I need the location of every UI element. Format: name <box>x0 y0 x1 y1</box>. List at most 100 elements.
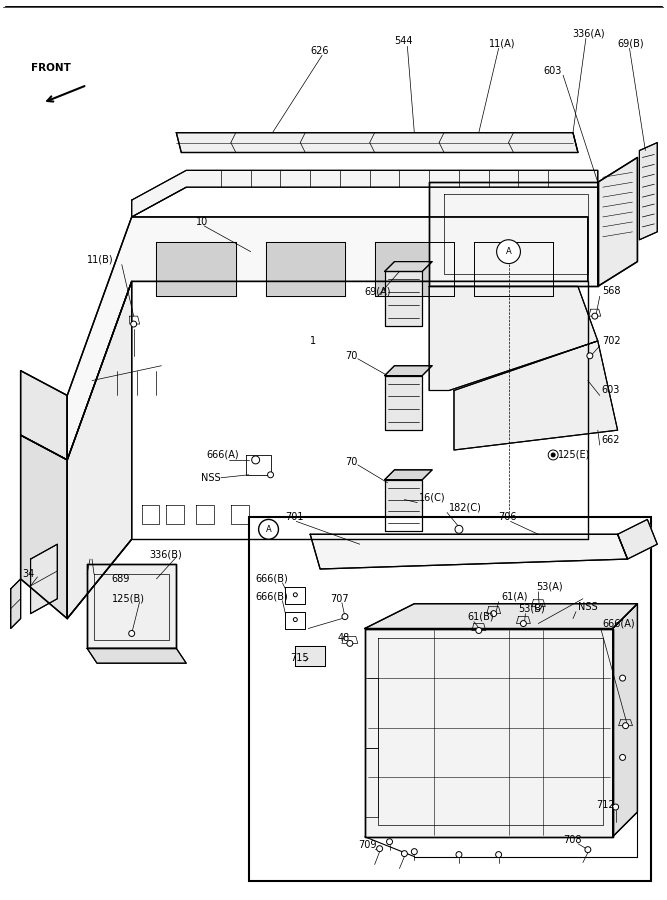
Polygon shape <box>31 544 57 614</box>
Circle shape <box>622 723 628 729</box>
Circle shape <box>497 239 520 264</box>
Circle shape <box>259 519 278 539</box>
Circle shape <box>377 846 383 851</box>
Text: 689: 689 <box>112 574 130 584</box>
Circle shape <box>592 313 598 320</box>
Text: 603: 603 <box>543 67 562 76</box>
Text: 666(A): 666(A) <box>206 450 239 460</box>
Polygon shape <box>618 519 657 559</box>
Circle shape <box>496 851 502 858</box>
Text: 706: 706 <box>499 512 517 522</box>
Bar <box>249 518 652 881</box>
Text: 709: 709 <box>358 840 376 850</box>
Circle shape <box>293 593 297 597</box>
Text: 34: 34 <box>23 569 35 579</box>
Circle shape <box>129 631 135 636</box>
Text: 666(B): 666(B) <box>255 592 288 602</box>
Circle shape <box>402 850 408 857</box>
Text: 61(B): 61(B) <box>467 612 494 622</box>
Circle shape <box>347 641 353 646</box>
Polygon shape <box>640 142 657 239</box>
Text: 53(A): 53(A) <box>536 582 563 592</box>
Polygon shape <box>598 158 638 286</box>
Text: 544: 544 <box>394 36 413 47</box>
Polygon shape <box>11 579 21 628</box>
Polygon shape <box>365 628 613 837</box>
Polygon shape <box>176 132 578 152</box>
Text: 712: 712 <box>596 800 614 810</box>
Text: 11(B): 11(B) <box>87 255 113 265</box>
Text: 125(B): 125(B) <box>112 594 145 604</box>
Text: 715: 715 <box>290 653 309 663</box>
Circle shape <box>131 321 137 327</box>
Circle shape <box>251 456 259 464</box>
Polygon shape <box>385 365 432 375</box>
Polygon shape <box>87 648 186 663</box>
Text: NSS: NSS <box>201 472 221 482</box>
Circle shape <box>520 621 526 626</box>
Polygon shape <box>429 286 598 391</box>
Text: 11(A): 11(A) <box>489 39 515 49</box>
Circle shape <box>620 754 626 760</box>
Polygon shape <box>21 371 67 460</box>
Circle shape <box>551 453 555 457</box>
Polygon shape <box>454 341 618 450</box>
Text: 603: 603 <box>602 385 620 395</box>
Text: 568: 568 <box>602 286 620 296</box>
Circle shape <box>412 849 418 855</box>
Text: A: A <box>265 525 271 534</box>
Circle shape <box>293 617 297 622</box>
Text: 336(A): 336(A) <box>572 29 604 39</box>
Circle shape <box>585 847 591 852</box>
Polygon shape <box>67 282 131 618</box>
Text: 48: 48 <box>338 634 350 643</box>
Circle shape <box>548 450 558 460</box>
Text: 182(C): 182(C) <box>449 502 482 512</box>
Polygon shape <box>385 272 422 326</box>
Text: 61(A): 61(A) <box>502 592 528 602</box>
Circle shape <box>613 804 618 810</box>
Text: 662: 662 <box>602 435 620 446</box>
Polygon shape <box>474 242 553 296</box>
Polygon shape <box>157 242 236 296</box>
Text: 336(B): 336(B) <box>149 549 182 559</box>
Circle shape <box>455 526 463 534</box>
Text: 70: 70 <box>345 457 358 467</box>
Polygon shape <box>87 564 176 648</box>
Text: 53(B): 53(B) <box>518 604 545 614</box>
Circle shape <box>620 675 626 681</box>
Text: FRONT: FRONT <box>31 63 71 73</box>
Text: 666(B): 666(B) <box>255 574 288 584</box>
Text: NSS: NSS <box>578 602 598 612</box>
Polygon shape <box>613 604 638 837</box>
Circle shape <box>267 472 273 478</box>
Text: 69(B): 69(B) <box>618 39 644 49</box>
Circle shape <box>587 353 593 359</box>
Polygon shape <box>385 375 422 430</box>
Polygon shape <box>131 170 598 217</box>
Text: 666(A): 666(A) <box>603 618 636 628</box>
Circle shape <box>491 611 497 616</box>
Circle shape <box>456 851 462 858</box>
Polygon shape <box>385 470 432 480</box>
Text: 16(C): 16(C) <box>420 492 446 502</box>
Text: 708: 708 <box>563 834 582 845</box>
Polygon shape <box>375 242 454 296</box>
Circle shape <box>476 627 482 634</box>
Text: A: A <box>506 248 512 256</box>
Text: 1: 1 <box>310 336 316 346</box>
Circle shape <box>387 839 392 845</box>
Text: 125(E): 125(E) <box>558 450 590 460</box>
Text: 701: 701 <box>285 512 304 522</box>
Text: 10: 10 <box>196 217 208 227</box>
Polygon shape <box>295 646 325 666</box>
Text: 70: 70 <box>345 351 358 361</box>
Text: 626: 626 <box>310 46 329 57</box>
Circle shape <box>342 614 348 619</box>
Polygon shape <box>365 604 638 628</box>
Text: 69(A): 69(A) <box>365 286 392 296</box>
Polygon shape <box>385 480 422 531</box>
Polygon shape <box>310 535 628 569</box>
Text: 707: 707 <box>330 594 349 604</box>
Polygon shape <box>21 435 67 618</box>
